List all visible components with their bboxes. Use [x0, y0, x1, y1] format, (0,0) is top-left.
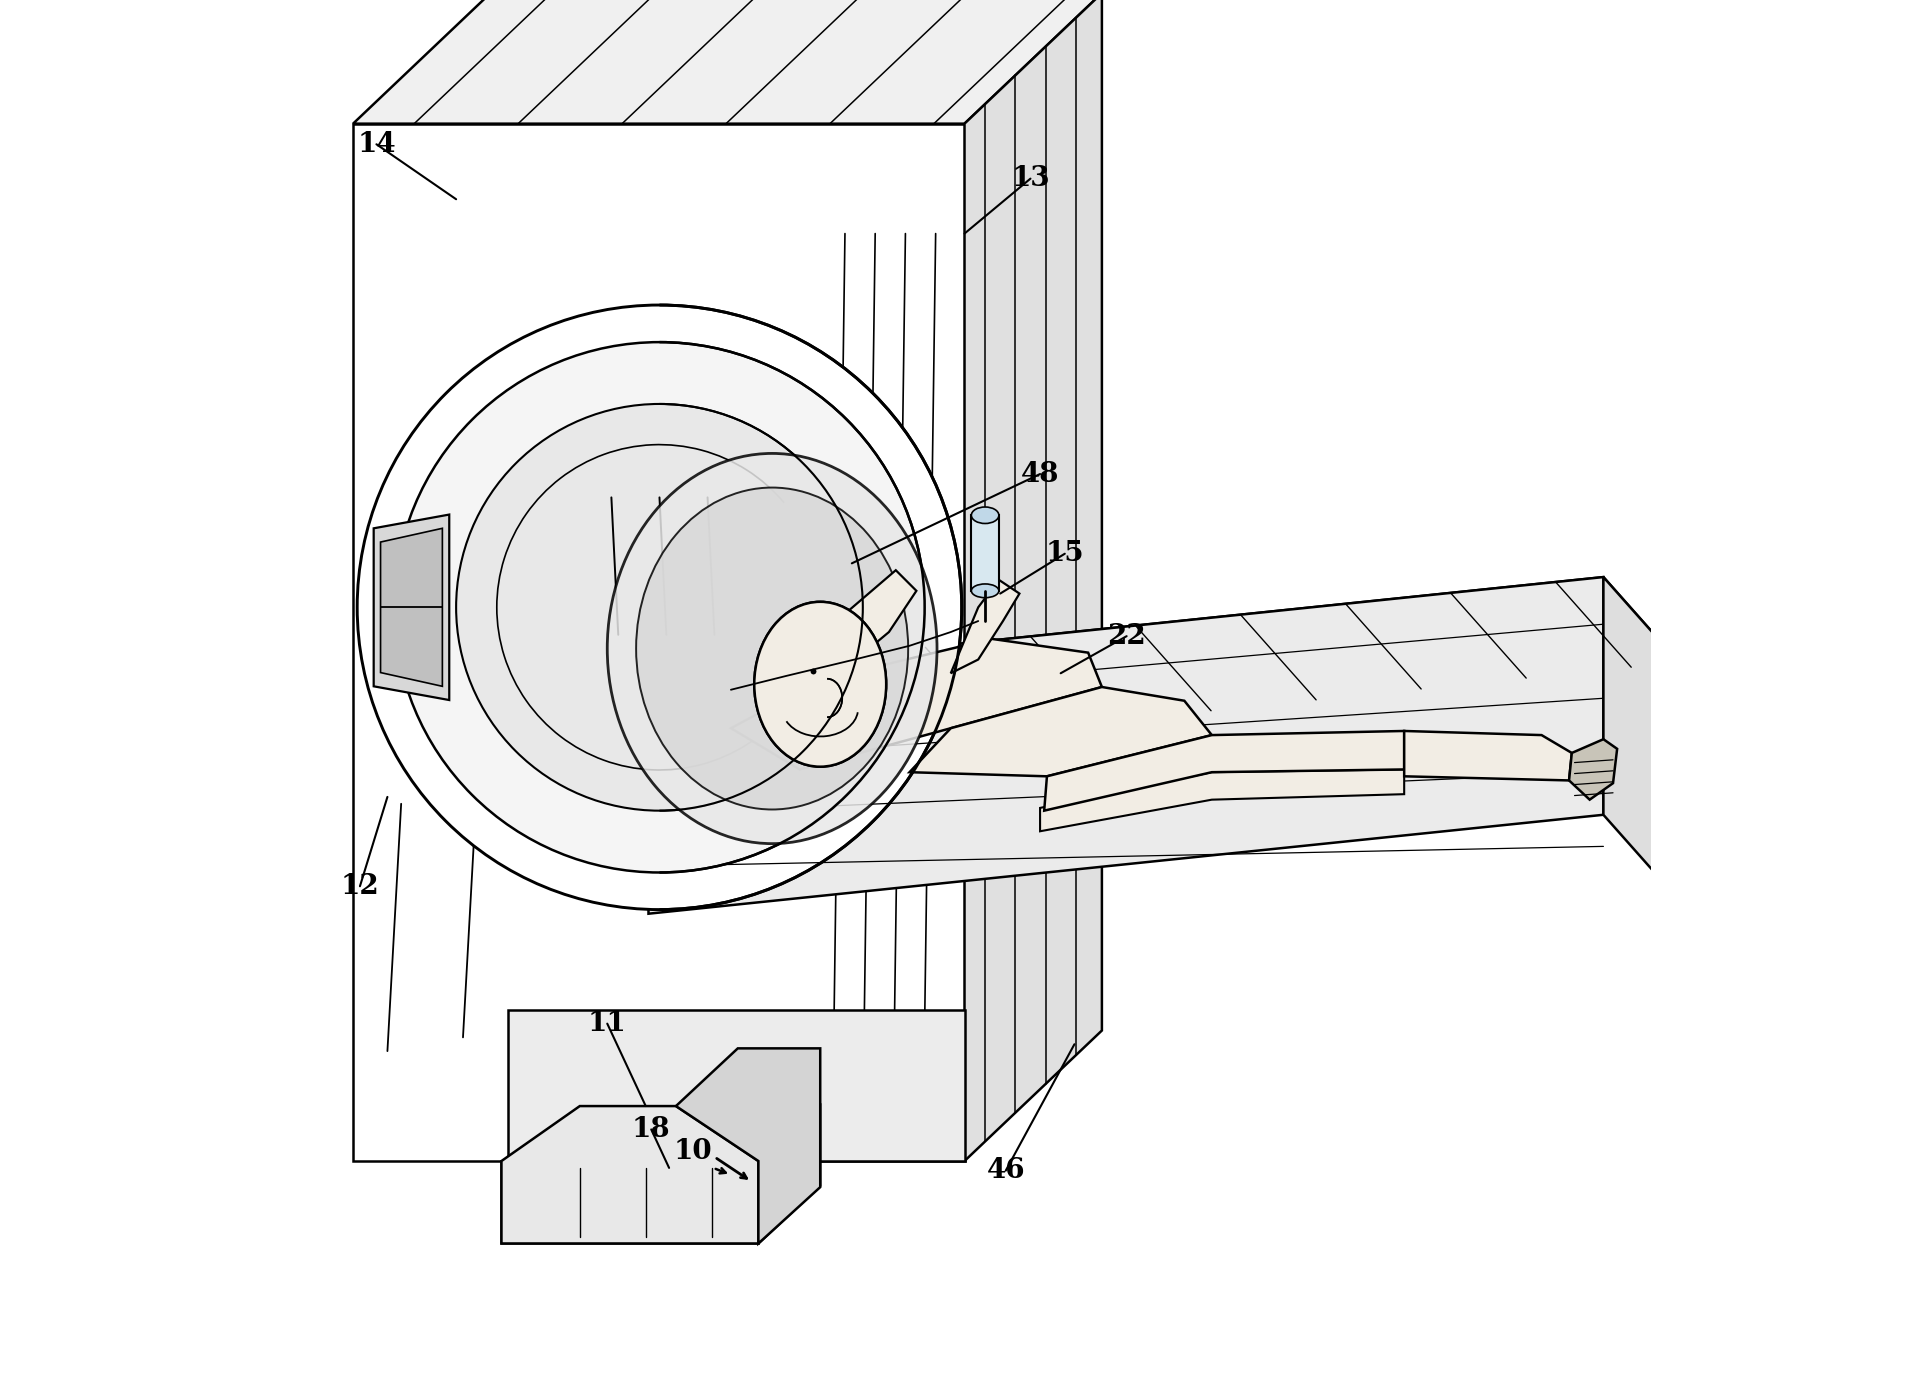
- Polygon shape: [731, 639, 1101, 769]
- Polygon shape: [648, 577, 1678, 761]
- Polygon shape: [1603, 577, 1678, 900]
- Text: 10: 10: [673, 1138, 712, 1165]
- Polygon shape: [951, 580, 1019, 673]
- Text: 46: 46: [986, 1157, 1024, 1184]
- Polygon shape: [648, 577, 1603, 914]
- Polygon shape: [1044, 731, 1404, 811]
- Ellipse shape: [754, 602, 885, 767]
- Polygon shape: [380, 529, 442, 686]
- Text: 12: 12: [341, 872, 380, 900]
- Polygon shape: [502, 1106, 758, 1243]
- Polygon shape: [820, 570, 916, 680]
- Polygon shape: [758, 1103, 820, 1243]
- Polygon shape: [964, 0, 1101, 1161]
- Circle shape: [394, 342, 924, 872]
- Circle shape: [357, 305, 963, 910]
- Polygon shape: [910, 687, 1211, 776]
- Polygon shape: [1404, 731, 1572, 780]
- Polygon shape: [353, 124, 964, 1161]
- Text: 18: 18: [633, 1116, 671, 1143]
- Ellipse shape: [637, 488, 909, 809]
- Polygon shape: [353, 0, 1101, 124]
- Polygon shape: [972, 515, 999, 591]
- Ellipse shape: [972, 507, 999, 523]
- Polygon shape: [675, 1048, 820, 1243]
- Polygon shape: [509, 1010, 964, 1161]
- Polygon shape: [1568, 739, 1617, 800]
- Circle shape: [455, 404, 862, 811]
- Polygon shape: [502, 1161, 758, 1243]
- Text: 14: 14: [357, 131, 395, 158]
- Ellipse shape: [972, 584, 999, 598]
- Ellipse shape: [754, 602, 885, 767]
- Text: 13: 13: [1011, 165, 1049, 192]
- Polygon shape: [1040, 769, 1404, 831]
- Text: 48: 48: [1020, 460, 1059, 488]
- Text: 22: 22: [1107, 622, 1146, 650]
- Ellipse shape: [608, 453, 937, 844]
- Polygon shape: [374, 515, 449, 699]
- Text: 11: 11: [588, 1010, 627, 1037]
- Text: 15: 15: [1046, 540, 1084, 567]
